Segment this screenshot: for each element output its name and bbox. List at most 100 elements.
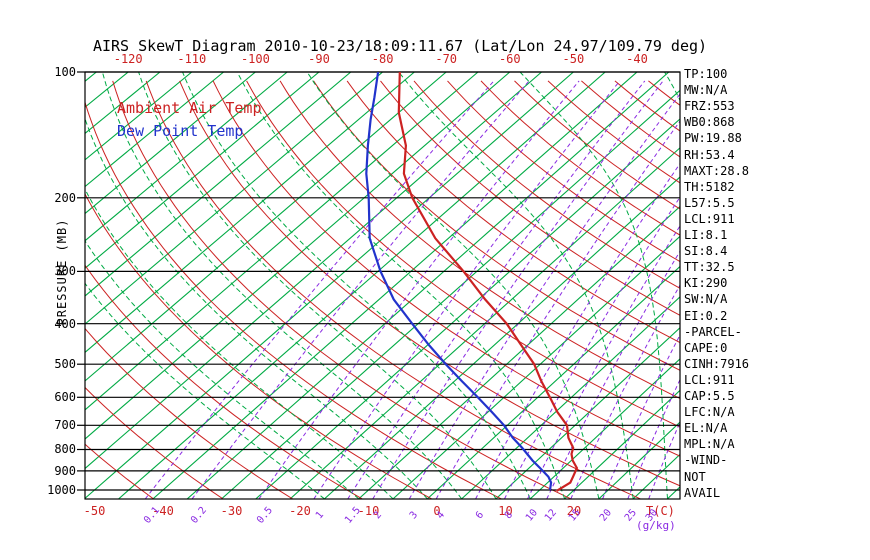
isotherm-line xyxy=(85,72,288,242)
mixing-ratio-line xyxy=(546,250,680,499)
pressure-tick-label: 700 xyxy=(54,418,76,433)
dry-adiabat-line xyxy=(346,80,680,344)
mixing-ratio-line xyxy=(408,93,680,499)
isotherm-line xyxy=(85,72,352,297)
stat-line: FRZ:553 xyxy=(684,99,735,114)
dry-adiabat-line xyxy=(85,192,432,499)
stat-line: RH:53.4 xyxy=(684,147,735,162)
top-temp-label: -80 xyxy=(371,52,394,66)
moist-adiabat-line xyxy=(85,188,394,499)
moist-adiabat-line xyxy=(736,72,779,499)
dry-adiabat-line xyxy=(85,327,293,499)
bottom-temp-label: -20 xyxy=(289,504,311,518)
bottom-temp-label: -30 xyxy=(220,504,243,518)
isotherm-line xyxy=(736,72,870,499)
mixing-ratio-line xyxy=(372,80,664,499)
mixing-unit-label: (g/kg) xyxy=(636,519,676,532)
isotherm-line xyxy=(632,453,680,499)
isotherm-line xyxy=(495,326,680,499)
dry-adiabat-line xyxy=(145,80,641,499)
dry-adiabat-line xyxy=(581,80,680,158)
bottom-temp-label: 0 xyxy=(433,504,441,518)
isotherm-line xyxy=(461,296,680,499)
mixing-ratio-line xyxy=(191,80,530,499)
mixing-ratio-line xyxy=(313,80,621,499)
isotherm-line xyxy=(85,72,383,325)
isotherm-line xyxy=(221,89,680,499)
isotherm-line xyxy=(770,72,870,499)
isotherm-line xyxy=(255,118,680,499)
dry-adiabat-line xyxy=(212,80,680,457)
isotherm-line xyxy=(564,389,680,499)
top-temp-label: -50 xyxy=(562,52,585,66)
mixing-ratio-line xyxy=(144,80,495,499)
stat-line: NOT xyxy=(684,469,706,484)
pressure-tick-label: 400 xyxy=(54,316,76,331)
moist-adiabat-line xyxy=(85,282,325,499)
stat-line: WB0:868 xyxy=(684,115,735,130)
stat-line: MW:N/A xyxy=(684,83,728,98)
stat-line: TP:100 xyxy=(684,67,728,81)
temp-unit-label: T(C) xyxy=(646,504,675,518)
stat-line: KI:290 xyxy=(684,276,728,291)
dry-adiabat-line xyxy=(85,386,224,499)
isotherm-line xyxy=(85,72,193,161)
legend-dew-point-temp: Dew Point Temp xyxy=(117,122,244,140)
plot-border xyxy=(84,71,681,500)
dry-adiabat-line xyxy=(447,80,680,263)
dry-adiabat-line xyxy=(85,264,363,499)
mixing-ratio-line xyxy=(435,120,680,499)
stat-line: PW:19.88 xyxy=(684,131,742,146)
moist-adiabat-line xyxy=(519,72,668,499)
pressure-tick-label: 500 xyxy=(54,357,76,372)
dry-adiabat-line xyxy=(514,80,680,210)
top-temp-label: -40 xyxy=(626,52,648,66)
isotherm-line xyxy=(85,72,542,470)
pressure-tick-label: 300 xyxy=(54,264,76,279)
moist-adiabat-line xyxy=(236,72,566,499)
mixing-ratio-line xyxy=(258,80,580,499)
top-temp-label: -120 xyxy=(113,52,143,66)
dew-point-temp-curve xyxy=(365,72,553,491)
dry-adiabat-line xyxy=(313,80,680,371)
moist-adiabat-line xyxy=(138,72,497,499)
stat-line: TT:32.5 xyxy=(684,260,735,275)
dry-adiabat-line xyxy=(547,80,680,184)
moist-adiabat-line xyxy=(398,72,634,499)
stat-line: MPL:N/A xyxy=(684,437,735,452)
mixing-ratio-line xyxy=(648,420,680,499)
isotherm-line xyxy=(85,72,97,82)
isotherm-line xyxy=(85,72,447,382)
top-temp-label: -110 xyxy=(177,52,207,66)
stat-line: SW:N/A xyxy=(684,292,728,307)
bottom-temp-label: -40 xyxy=(152,504,174,518)
isotherm-line xyxy=(323,176,680,499)
dry-adiabat-line xyxy=(246,80,680,428)
pressure-tick-label: 1000 xyxy=(47,483,76,497)
isotherm-line xyxy=(598,421,680,499)
stat-line: EI:0.2 xyxy=(684,308,728,323)
dry-adiabat-line xyxy=(648,80,680,106)
isotherm-line xyxy=(0,72,1,499)
stat-line: LCL:911 xyxy=(684,372,735,387)
pressure-tick-label: 900 xyxy=(54,463,76,478)
dry-adiabat-line xyxy=(179,80,680,487)
stat-line: MAXT:28.8 xyxy=(684,163,750,178)
top-temp-label: -100 xyxy=(240,52,270,66)
isotherm-line xyxy=(85,72,320,269)
isotherm-line xyxy=(85,72,574,499)
moist-adiabat-line xyxy=(306,72,600,499)
top-temp-label: -90 xyxy=(308,52,330,66)
isotherm-line xyxy=(289,147,680,499)
top-temp-label: -70 xyxy=(435,52,458,66)
stat-line: LFC:N/A xyxy=(684,405,735,420)
dry-adiabat-line xyxy=(480,80,680,236)
dry-adiabat-line xyxy=(112,80,572,499)
isotherm-line xyxy=(0,72,33,499)
stat-line: LI:8.1 xyxy=(684,228,728,242)
mixing-ratio-line xyxy=(475,162,680,499)
isotherm-line xyxy=(118,72,606,499)
legend-ambient-air-temp: Ambient Air Temp xyxy=(117,99,262,117)
moist-adiabat-line xyxy=(101,72,463,499)
